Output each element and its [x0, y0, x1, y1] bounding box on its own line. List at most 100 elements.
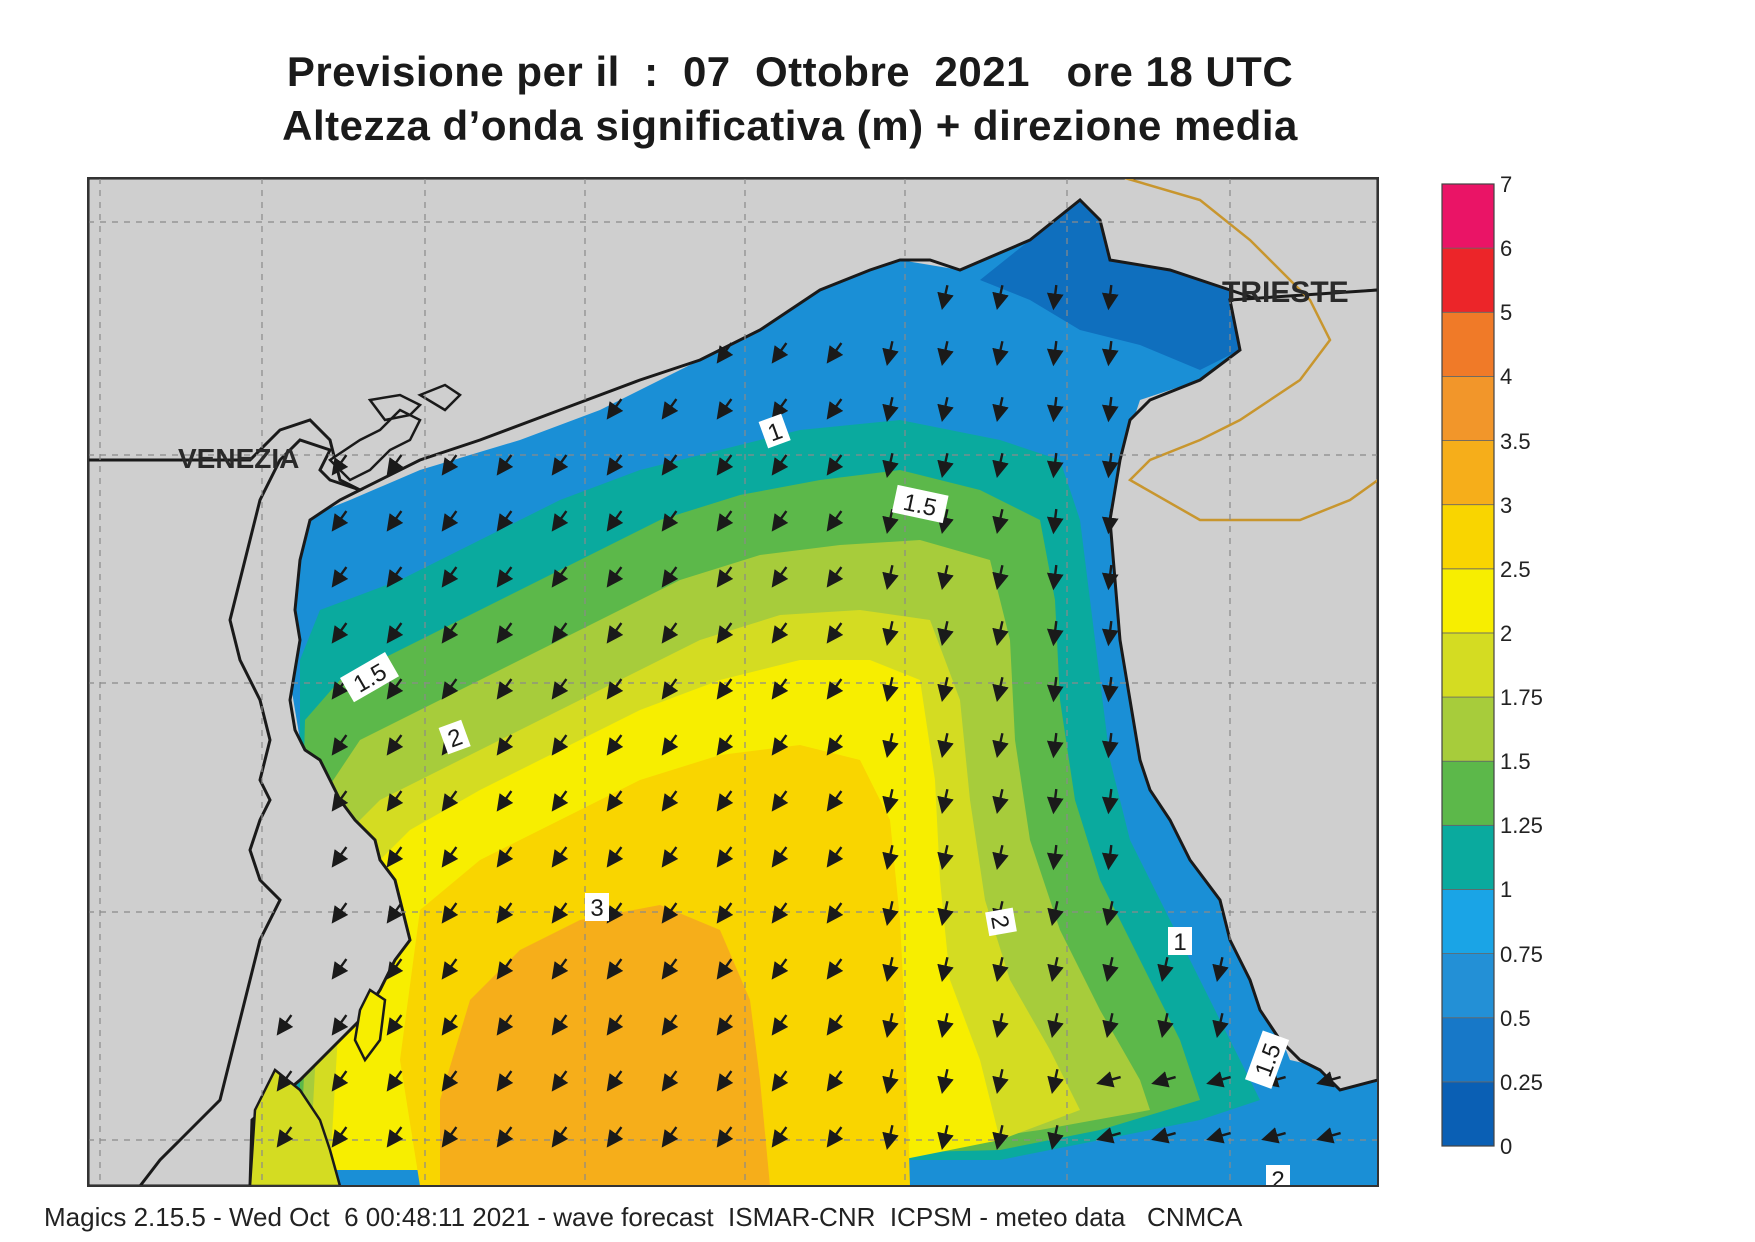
direction-arrow — [551, 454, 569, 476]
direction-arrow — [551, 510, 569, 532]
direction-arrow — [1046, 508, 1064, 535]
direction-arrow — [992, 845, 1009, 871]
direction-arrow — [1101, 508, 1119, 535]
direction-arrow — [937, 677, 954, 703]
direction-arrow — [937, 509, 954, 535]
lagoon-islands — [328, 383, 462, 482]
direction-arrow — [1047, 1125, 1064, 1151]
direction-arrow — [496, 790, 514, 812]
direction-arrow — [882, 565, 899, 591]
direction-arrow — [276, 1126, 294, 1148]
direction-arrow — [992, 453, 1009, 479]
colorbar-swatch — [1441, 760, 1495, 826]
title-line-2: Altezza d’onda significativa (m) + direz… — [282, 102, 1298, 149]
direction-arrow — [716, 902, 734, 924]
direction-arrow — [937, 1013, 954, 1039]
direction-arrow — [1046, 844, 1064, 871]
direction-arrow — [606, 678, 624, 700]
direction-arrow — [937, 1125, 954, 1151]
contour-label: 2 — [438, 719, 471, 755]
colorbar-tick-label: 0.75 — [1500, 941, 1543, 967]
colorbar-swatch — [1441, 504, 1495, 570]
direction-arrow — [496, 846, 514, 868]
direction-arrow — [551, 1126, 569, 1148]
direction-arrow — [441, 1126, 459, 1148]
direction-arrow — [716, 454, 734, 476]
direction-arrow — [386, 1014, 404, 1036]
colorbar-tick-label: 1.25 — [1500, 813, 1543, 839]
direction-arrow — [826, 1126, 844, 1148]
colorbar-tick-label: 1 — [1500, 877, 1513, 903]
direction-arrow — [606, 1126, 624, 1148]
direction-arrow — [661, 790, 679, 812]
direction-arrow — [441, 1014, 459, 1036]
direction-arrow — [1046, 676, 1064, 703]
direction-arrow — [496, 622, 514, 644]
direction-arrow — [826, 454, 844, 476]
direction-arrow — [1096, 1071, 1121, 1088]
direction-arrow — [606, 790, 624, 812]
southwest-islands — [353, 988, 387, 1063]
colorbar-swatch — [1441, 696, 1495, 762]
direction-arrow — [386, 622, 404, 644]
colorbar-swatch — [1441, 953, 1495, 1019]
direction-arrow — [551, 734, 569, 756]
direction-arrow — [992, 733, 1009, 759]
colorbar-tick-label: 3.5 — [1500, 428, 1531, 454]
direction-arrow — [331, 734, 349, 756]
direction-arrow — [1046, 732, 1064, 759]
direction-arrow — [661, 734, 679, 756]
direction-arrow — [386, 510, 404, 532]
direction-arrow — [882, 957, 899, 983]
direction-arrow — [937, 1069, 954, 1095]
direction-arrow — [937, 733, 954, 759]
direction-arrow — [716, 566, 734, 588]
direction-arrow — [496, 1070, 514, 1092]
direction-arrow — [1101, 396, 1119, 423]
colorbar-tick-label: 6 — [1500, 236, 1513, 262]
direction-arrow — [1096, 1127, 1121, 1144]
direction-arrow — [771, 342, 789, 364]
direction-arrow — [1101, 564, 1119, 591]
direction-arrow — [1102, 1013, 1119, 1039]
direction-arrow — [882, 901, 899, 927]
direction-arrow — [826, 678, 844, 700]
colorbar-tick-label: 2 — [1500, 620, 1513, 646]
direction-arrow — [386, 958, 404, 980]
direction-arrow — [606, 510, 624, 532]
direction-arrow — [606, 566, 624, 588]
direction-arrow — [1047, 901, 1064, 927]
direction-arrow — [1101, 844, 1119, 871]
direction-arrow — [992, 789, 1009, 815]
contour-label-text: 3 — [590, 895, 603, 922]
direction-arrow — [882, 1069, 899, 1095]
direction-arrow — [771, 958, 789, 980]
direction-arrow — [937, 453, 954, 479]
direction-arrow — [1157, 1013, 1174, 1039]
direction-arrow — [826, 1070, 844, 1092]
direction-arrow — [606, 454, 624, 476]
direction-arrow — [716, 846, 734, 868]
direction-arrow — [826, 566, 844, 588]
direction-arrow — [441, 846, 459, 868]
direction-arrow — [771, 790, 789, 812]
colorbar-swatch — [1441, 1081, 1495, 1147]
direction-arrow — [771, 398, 789, 420]
direction-arrow — [882, 845, 899, 871]
istria-land — [1108, 288, 1378, 1092]
direction-arrow — [1101, 452, 1119, 479]
direction-arrow — [716, 342, 734, 364]
direction-arrow — [1261, 1127, 1286, 1144]
direction-arrow — [386, 566, 404, 588]
direction-arrow — [331, 622, 349, 644]
direction-arrow — [882, 509, 899, 535]
contour-label-text: 1 — [1173, 929, 1186, 956]
colorbar-tick-label: 5 — [1500, 300, 1513, 326]
direction-arrow — [276, 1070, 294, 1092]
colorbar-swatch — [1441, 632, 1495, 698]
direction-arrow — [1046, 284, 1064, 311]
direction-arrow — [771, 734, 789, 756]
direction-arrow — [882, 621, 899, 647]
direction-arrow — [716, 622, 734, 644]
direction-arrow — [937, 621, 954, 647]
